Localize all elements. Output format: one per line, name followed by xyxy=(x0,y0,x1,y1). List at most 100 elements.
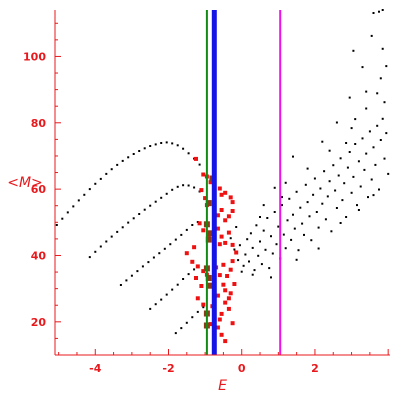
black-point xyxy=(284,247,287,250)
black-point xyxy=(149,204,152,207)
black-point xyxy=(332,164,335,167)
black-point xyxy=(127,221,130,224)
red-point xyxy=(221,282,226,287)
x-tick-label: 0 xyxy=(238,362,246,375)
black-point xyxy=(303,233,305,236)
black-point xyxy=(286,219,289,222)
black-point xyxy=(372,194,375,197)
black-point xyxy=(174,238,177,241)
black-point xyxy=(297,249,300,252)
black-point xyxy=(191,224,194,226)
axes xyxy=(54,10,390,356)
black-point xyxy=(198,163,201,166)
black-point xyxy=(136,270,139,273)
black-point xyxy=(381,47,384,50)
red-point xyxy=(219,311,224,316)
red-point xyxy=(215,293,220,298)
red-point xyxy=(230,200,235,205)
black-point xyxy=(147,261,150,264)
black-point xyxy=(299,206,302,209)
black-point xyxy=(365,152,368,155)
black-point xyxy=(334,189,337,192)
black-point xyxy=(94,182,97,185)
black-point xyxy=(251,246,254,249)
black-point xyxy=(281,196,283,199)
black-point xyxy=(187,273,190,276)
red-point xyxy=(201,302,206,307)
black-point xyxy=(99,245,102,248)
black-point xyxy=(132,153,135,155)
red-series xyxy=(184,156,239,344)
black-series xyxy=(55,9,390,335)
red-point xyxy=(201,228,206,233)
black-point xyxy=(180,327,183,330)
black-point xyxy=(381,9,384,11)
black-point xyxy=(345,216,348,218)
black-point xyxy=(141,265,144,268)
black-point xyxy=(160,142,163,144)
y-tick-label: 80 xyxy=(31,117,47,130)
red-point xyxy=(197,221,202,226)
black-point xyxy=(315,211,318,213)
red-point xyxy=(223,288,228,293)
red-point xyxy=(201,269,206,274)
vertical-lines xyxy=(205,10,282,355)
black-point xyxy=(335,207,338,209)
black-point xyxy=(248,260,250,263)
black-point xyxy=(292,155,294,158)
black-point xyxy=(345,142,348,144)
black-point xyxy=(354,118,357,121)
black-point xyxy=(304,183,307,186)
black-point xyxy=(185,228,188,231)
red-point xyxy=(215,213,220,218)
black-point xyxy=(313,177,316,180)
black-point xyxy=(271,252,274,255)
black-point xyxy=(105,172,108,175)
black-point xyxy=(105,240,108,243)
black-point xyxy=(88,256,91,259)
black-point xyxy=(312,193,315,196)
black-point xyxy=(277,225,280,228)
black-point xyxy=(72,205,75,208)
red-point xyxy=(217,317,222,322)
black-point xyxy=(260,263,263,266)
black-point xyxy=(374,163,377,166)
black-point xyxy=(383,101,386,104)
black-point xyxy=(335,121,338,124)
black-point xyxy=(356,204,358,207)
black-point xyxy=(273,211,276,213)
brown-point xyxy=(207,230,214,237)
black-point xyxy=(130,274,133,277)
black-point xyxy=(341,199,344,202)
black-point xyxy=(169,243,172,246)
red-point xyxy=(195,264,200,269)
black-point xyxy=(282,233,285,236)
red-point xyxy=(219,192,224,197)
red-point xyxy=(195,296,200,301)
black-point xyxy=(127,156,130,159)
black-point xyxy=(55,224,58,226)
black-point xyxy=(281,204,283,207)
black-point xyxy=(180,233,183,236)
black-point xyxy=(160,298,163,301)
black-point xyxy=(310,239,313,242)
red-point xyxy=(230,209,235,213)
red-point xyxy=(228,267,233,272)
black-point xyxy=(191,316,194,319)
black-point xyxy=(193,186,196,189)
black-point xyxy=(370,178,373,181)
black-point xyxy=(350,191,353,194)
black-point xyxy=(83,193,86,196)
black-point xyxy=(121,159,124,162)
black-point xyxy=(317,247,320,250)
x-tick-label: 2 xyxy=(311,362,319,375)
black-point xyxy=(284,181,287,184)
black-point xyxy=(339,222,342,224)
black-point xyxy=(143,147,146,150)
black-point xyxy=(385,65,388,68)
black-point xyxy=(242,264,245,267)
red-point xyxy=(215,226,220,231)
black-point xyxy=(290,238,293,241)
black-point xyxy=(233,248,236,251)
